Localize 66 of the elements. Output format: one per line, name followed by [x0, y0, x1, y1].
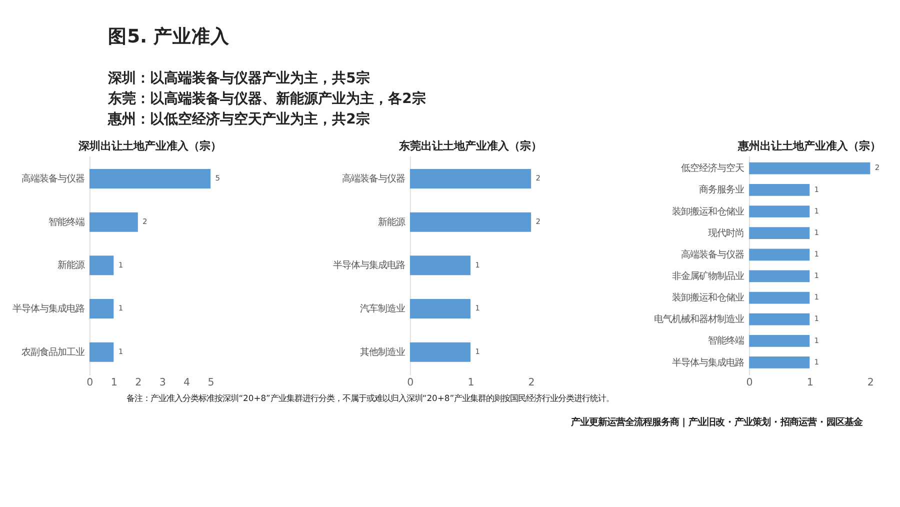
bar	[89, 256, 114, 276]
y-tick-label: 商务服务业	[698, 184, 744, 196]
data-label: 1	[814, 184, 820, 194]
data-label: 1	[118, 347, 124, 356]
y-tick-label: 汽车制造业	[360, 304, 405, 315]
data-label: 2	[536, 216, 540, 226]
y-tick-label: 半导体与集成电路	[672, 357, 744, 368]
x-tick-label: 2	[135, 376, 142, 389]
y-tick-label: 现代时尚	[708, 228, 744, 239]
chart-title: 东莞出让土地产业准入（宗）	[398, 139, 542, 152]
data-label: 2	[142, 216, 148, 226]
x-tick-label: 2	[528, 376, 535, 389]
data-label: 1	[118, 304, 124, 313]
bar	[89, 299, 114, 319]
text: 备注：产业准入分类标准按深圳“20+8”产业集群进行分类，不属于或难以归入深圳“20+8”产业集群的则按国民经济行业分类进行统计。	[126, 392, 614, 403]
data-label: 1	[814, 357, 820, 366]
y-tick-label: 装卸搬运和仓储业	[672, 206, 744, 218]
x-tick-label: 1	[110, 376, 118, 389]
data-label: 1	[814, 292, 820, 302]
data-label: 2	[536, 174, 540, 183]
data-label: 1	[118, 260, 124, 270]
caption: 图5. 产业准入	[108, 25, 231, 48]
y-tick-label: 智能终端	[708, 336, 744, 347]
x-tick-label: 1	[806, 376, 814, 389]
x-tick-label: 2	[867, 376, 874, 389]
y-tick-label: 电气机械和器材制造业	[654, 314, 744, 326]
x-tick-label: 0	[746, 376, 753, 389]
y-tick-label: 高端装备与仪器	[342, 174, 405, 185]
data-label: 1	[475, 304, 480, 313]
y-tick-label: 半导体与集成电路	[332, 260, 405, 272]
y-tick-label: 低空经济与空天	[680, 163, 744, 174]
text: 惠州：以低空经济与空天产业为主，共2宗	[107, 110, 370, 128]
chart-title: 深圳出让土地产业准入（宗）	[78, 139, 222, 152]
y-tick-label: 其他制造业	[360, 346, 405, 358]
data-label: 1	[475, 260, 480, 270]
x-tick-label: 5	[208, 376, 214, 389]
y-tick-label: 智能终端	[48, 216, 84, 228]
x-tick-label: 4	[184, 376, 190, 389]
data-label: 1	[814, 250, 820, 259]
y-tick-label: 高端装备与仪器	[21, 174, 84, 185]
y-tick-label: 半导体与集成电路	[12, 304, 84, 315]
x-tick-label: 3	[159, 376, 166, 389]
x-tick-label: 0	[86, 376, 94, 389]
x-tick-label: 0	[407, 376, 414, 389]
data-label: 2	[874, 163, 880, 172]
chart-title: 惠州出让土地产业准入（宗）	[737, 139, 882, 152]
y-tick-label: 农副食品加工业	[21, 346, 84, 358]
data-label: 1	[814, 206, 820, 216]
bar	[89, 212, 138, 232]
y-tick-label: 非金属矿物制品业	[672, 271, 744, 282]
y-tick-label: 高端装备与仪器	[680, 249, 744, 260]
data-label: 5	[215, 174, 220, 183]
x-tick-label: 1	[468, 376, 474, 389]
data-label: 1	[814, 336, 820, 345]
data-label: 1	[475, 347, 480, 356]
y-tick-label: 装卸搬运和仓储业	[672, 292, 744, 304]
data-label: 1	[814, 228, 820, 237]
y-tick-label: 新能源	[378, 216, 405, 228]
data-label: 1	[814, 314, 820, 324]
text: 东莞：以高端装备与仪器、新能源产业为主，各2宗	[107, 90, 426, 107]
data-label: 1	[814, 271, 820, 280]
text: 产业更新运营全流程服务商 | 产业旧改 · 产业策划 · 招商运营 · 园区基金	[570, 417, 864, 428]
bar	[89, 168, 211, 188]
y-tick-label: 新能源	[57, 260, 84, 272]
bar	[89, 342, 114, 362]
text: 深圳：以高端装备与仪器产业为主，共5宗	[107, 69, 370, 86]
